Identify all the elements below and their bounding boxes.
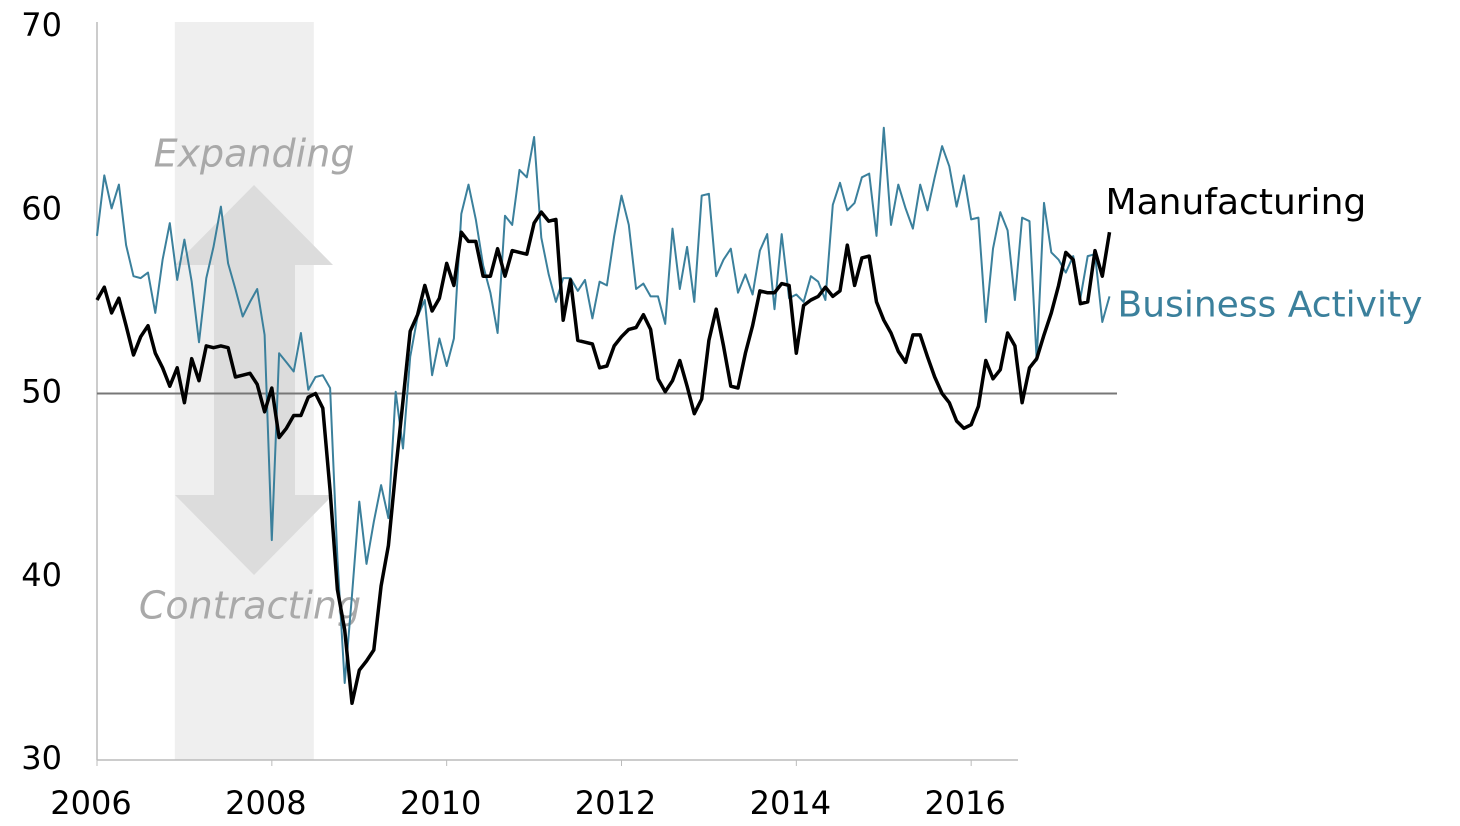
series-label: Manufacturing [1106, 182, 1367, 223]
x-tick-label: 2016 [924, 784, 1005, 822]
x-tick-label: 2008 [225, 784, 306, 822]
series-line [95, 210, 1112, 705]
y-tick-label: 30 [21, 739, 62, 777]
series-line [96, 126, 1111, 684]
x-tick-label: 2012 [575, 784, 656, 822]
y-tick-label: 50 [21, 373, 62, 411]
series-label: Business Activity [1118, 284, 1423, 325]
y-tick-label: 60 [21, 189, 62, 227]
x-tick-label: 2010 [400, 784, 481, 822]
contracting-label: Contracting [139, 584, 361, 628]
expanding-label: Expanding [154, 132, 355, 176]
y-tick-label: 40 [21, 556, 62, 594]
y-tick-label: 70 [21, 6, 62, 44]
x-tick-label: 2006 [50, 784, 131, 822]
x-tick-label: 2014 [750, 784, 831, 822]
